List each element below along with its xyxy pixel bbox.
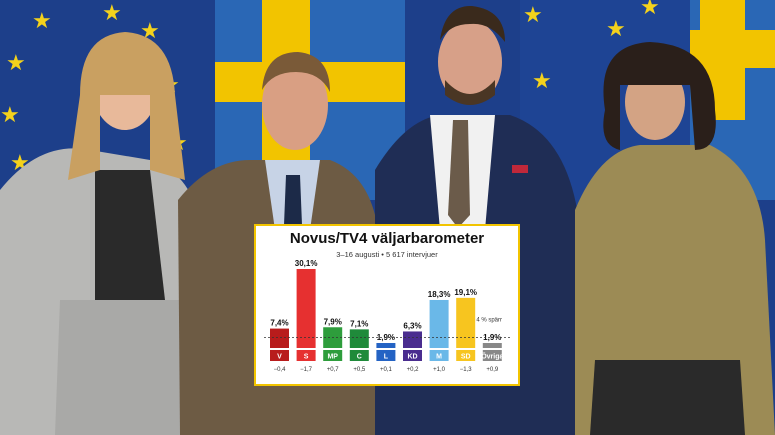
swedish-flag-right-yellow-h: [690, 30, 775, 68]
category-badge: [296, 350, 316, 361]
person-right: [575, 42, 775, 435]
star-icon: ★: [523, 3, 543, 28]
bar-kd: [403, 331, 422, 348]
category-badge: [270, 350, 289, 361]
category-badge: [349, 350, 369, 361]
bar-chart: 7,4%V−0,430,1%S−1,77,9%MP+0,77,1%C+0,51,…: [264, 259, 512, 373]
star-icon: ★: [32, 9, 52, 34]
star-icon: ★: [102, 1, 122, 26]
star-icon: ★: [640, 0, 660, 20]
change-label: +0,5: [353, 367, 366, 373]
category-label: SD: [461, 354, 471, 361]
star-icon: ★: [6, 51, 26, 76]
category-badge: [456, 350, 476, 361]
change-label: −0,4: [274, 367, 287, 373]
bar-m: [429, 299, 449, 348]
category-label: V: [277, 354, 282, 361]
category-badge: [403, 350, 422, 361]
category-label: Övriga: [481, 352, 503, 361]
category-badge: [482, 350, 502, 361]
category-label: S: [304, 354, 309, 361]
change-label: +1,0: [433, 367, 446, 373]
category-label: KD: [407, 354, 417, 361]
category-badge: [323, 350, 343, 361]
bar-sd: [456, 297, 476, 348]
chart-subtitle: 3–16 augusti • 5 617 intervjuer: [336, 250, 438, 259]
threshold-label: 4 % spärr: [476, 318, 502, 324]
category-label: MP: [327, 354, 338, 361]
value-label: 7,4%: [270, 319, 288, 328]
value-label: 7,9%: [324, 317, 342, 326]
poll-chart-card: Novus/TV4 väljarbarometer 3–16 augusti •…: [254, 224, 520, 386]
bar-s: [296, 268, 316, 348]
person-left: [0, 32, 205, 435]
chart-title: Novus/TV4 väljarbarometer: [289, 230, 485, 247]
star-icon: ★: [606, 17, 626, 42]
category-badge: [429, 350, 449, 361]
category-label: C: [357, 354, 362, 361]
star-icon: ★: [0, 103, 20, 128]
category-label: M: [436, 354, 442, 361]
change-label: +0,9: [486, 367, 499, 373]
change-label: −1,7: [300, 367, 313, 373]
bar-c: [349, 329, 369, 348]
value-label: 19,1%: [454, 288, 477, 297]
value-label: 7,1%: [350, 319, 368, 328]
change-label: +0,1: [380, 367, 393, 373]
change-label: −1,3: [460, 367, 473, 373]
eu-stars: ★ ★ ★ ★ ★ ★ ★ ★ ★ ★ ★ ★: [0, 0, 660, 176]
value-label: 6,3%: [403, 321, 421, 330]
bar-övriga: [482, 343, 502, 348]
bar-l: [376, 343, 396, 348]
star-icon: ★: [532, 69, 552, 94]
value-label: 30,1%: [295, 259, 318, 268]
bar-v: [270, 328, 289, 348]
change-label: +0,2: [407, 367, 420, 373]
category-badge: [376, 350, 396, 361]
category-label: L: [384, 354, 389, 361]
change-label: +0,7: [327, 367, 340, 373]
value-label: 18,3%: [428, 290, 451, 299]
